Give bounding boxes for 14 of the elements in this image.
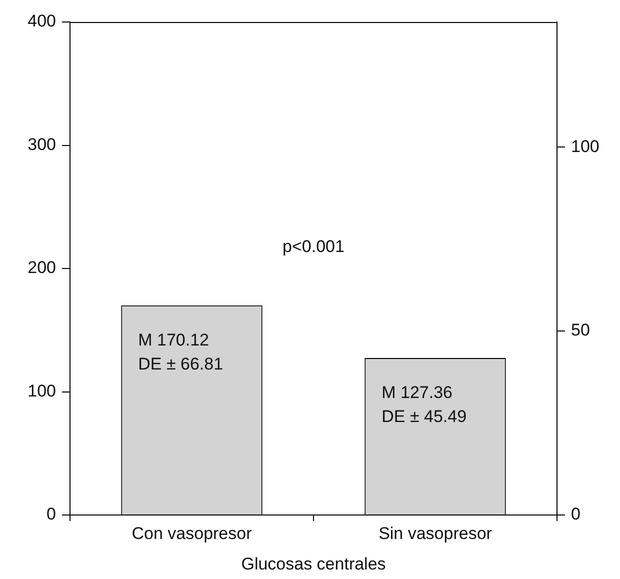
y2-tick-label: 0: [571, 504, 580, 524]
y2-tick-label: 50: [571, 320, 590, 340]
y-tick-label: 0: [46, 504, 56, 524]
y-tick-label: 200: [28, 258, 56, 278]
x-tick-label: Sin vasopresor: [378, 524, 492, 543]
y-tick-label: 400: [28, 12, 56, 31]
annotation: p<0.001: [282, 237, 344, 256]
y2-tick-label: 100: [571, 136, 600, 156]
y-tick-label: 100: [28, 381, 56, 400]
x-tick-label: Con vasopresor: [132, 524, 252, 543]
y-tick-label: 300: [28, 134, 56, 154]
x-axis-title: Glucosas centrales: [241, 554, 386, 574]
data-label: M 170.12 DE ± 66.81: [138, 330, 224, 374]
data-label: M 127.36 DE ± 45.49: [382, 383, 467, 426]
